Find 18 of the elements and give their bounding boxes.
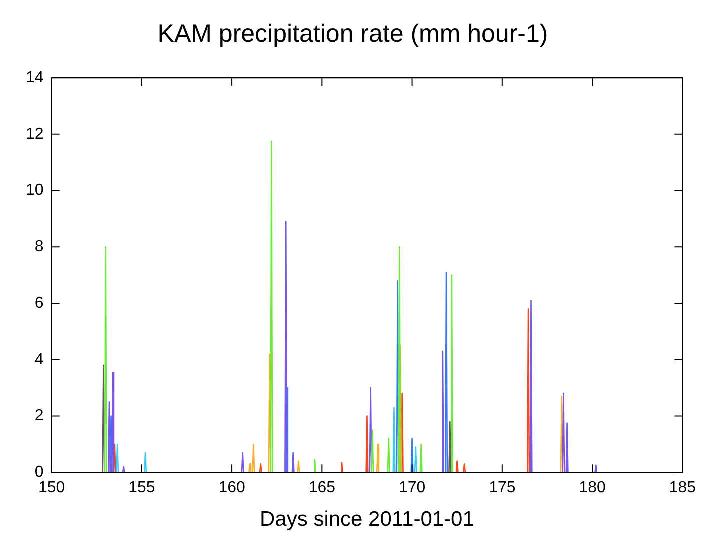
chart-title: KAM precipitation rate (mm hour-1) <box>158 20 548 48</box>
y-tick-label: 8 <box>34 238 44 256</box>
x-tick-label: 170 <box>398 480 426 497</box>
x-tick-label: 180 <box>579 480 606 497</box>
x-tick-label: 165 <box>308 480 336 497</box>
y-tick-label: 2 <box>34 408 44 425</box>
y-tick-label: 6 <box>34 294 44 312</box>
x-tick-label: 160 <box>218 480 246 497</box>
y-tick-label: 12 <box>26 126 44 143</box>
y-tick-label: 10 <box>26 182 44 200</box>
x-tick-label: 175 <box>489 480 516 497</box>
y-tick-label: 0 <box>34 464 44 482</box>
y-tick-label: 14 <box>26 69 44 86</box>
x-tick-label: 185 <box>669 480 696 497</box>
x-tick-label: 150 <box>38 480 66 497</box>
x-tick-label: 155 <box>128 480 156 497</box>
y-tick-label: 4 <box>34 351 44 368</box>
x-axis-title: Days since 2011-01-01 <box>260 508 474 532</box>
